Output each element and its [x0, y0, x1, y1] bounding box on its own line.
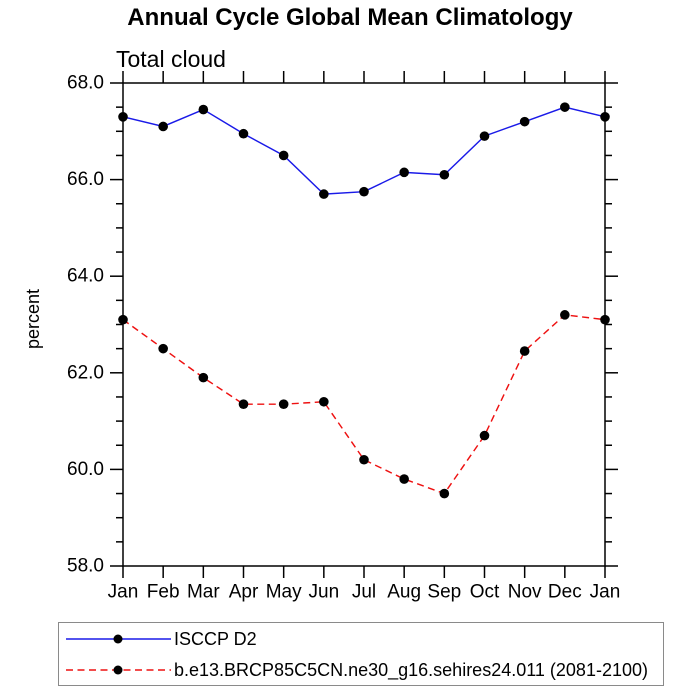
data-point-marker — [359, 186, 369, 197]
data-point-marker — [600, 314, 610, 325]
y-axis-tick-label: 60.0 — [67, 459, 104, 480]
x-axis-month-label: Aug — [387, 582, 421, 603]
legend-swatch-dashed-line — [66, 665, 171, 674]
legend-swatch-solid-line — [66, 634, 171, 643]
data-point-marker — [238, 128, 249, 139]
series-line-obs — [122, 106, 606, 195]
x-axis-month-label: Jul — [352, 582, 376, 603]
x-axis-month-label: Jun — [309, 582, 340, 603]
data-point-marker — [439, 169, 450, 180]
data-point-marker — [319, 396, 329, 407]
x-axis-month-label: Jan — [108, 582, 139, 603]
legend-item-label: b.e13.BRCP85C5CN.ne30_g16.sehires24.011 … — [174, 659, 648, 680]
legend-marker-icon — [113, 634, 123, 643]
data-point-marker — [278, 150, 289, 161]
x-axis-month-label: Apr — [229, 582, 259, 603]
data-point-marker — [399, 474, 409, 484]
data-point-marker — [479, 430, 490, 441]
data-point-marker — [560, 310, 570, 320]
data-point-marker — [158, 343, 168, 354]
plot-area: 58.0 60.0 62.0 64.0 66.0 68.0 Jan Feb Mar Apr May J… — [23, 71, 621, 603]
legend: ISCCP D2 b.e13.BRCP85C5CN.ne30_g16.sehire… — [58, 622, 664, 686]
x-axis-month-label: May — [266, 582, 302, 603]
legend-marker-icon — [113, 665, 123, 674]
data-point-marker — [278, 399, 289, 409]
data-point-marker — [359, 454, 369, 465]
data-point-marker — [238, 399, 249, 409]
x-axis-month-label: Sep — [427, 582, 461, 603]
y-axis-tick-label: 66.0 — [67, 169, 104, 190]
data-point-marker — [118, 314, 128, 325]
series-line-model — [122, 314, 606, 495]
x-axis-month-label: Nov — [508, 582, 542, 603]
y-axis-title: percent — [23, 289, 43, 349]
data-point-marker — [158, 121, 168, 132]
legend-item-label: ISCCP D2 — [174, 628, 257, 649]
legend-item: b.e13.BRCP85C5CN.ne30_g16.sehires24.011 … — [59, 654, 663, 685]
y-axis-tick-label: 58.0 — [67, 556, 104, 577]
x-axis-month-label: Mar — [187, 582, 220, 603]
legend-item: ISCCP D2 — [59, 623, 663, 654]
y-axis-tick-label: 68.0 — [67, 73, 104, 94]
chart-title: Annual Cycle Global Mean Climatology — [127, 4, 573, 31]
data-point-marker — [118, 112, 128, 122]
data-point-marker — [519, 116, 530, 127]
y-axis-tick-label: 62.0 — [67, 362, 104, 383]
data-point-marker — [560, 102, 570, 112]
data-point-marker — [399, 167, 409, 178]
data-point-marker — [198, 104, 209, 115]
data-point-marker — [198, 372, 209, 383]
data-point-marker — [439, 488, 450, 499]
data-point-marker — [319, 189, 329, 199]
x-axis-month-label: Jan — [590, 582, 621, 603]
data-point-marker — [600, 112, 610, 122]
y-axis-tick-label: 64.0 — [67, 266, 104, 287]
chart-subtitle: Total cloud — [116, 46, 226, 72]
plot-frame — [122, 82, 606, 567]
data-point-marker — [519, 346, 530, 356]
x-axis-month-label: Oct — [470, 582, 500, 603]
x-axis-month-label: Feb — [147, 582, 180, 603]
data-point-marker — [479, 131, 490, 141]
x-axis-month-label: Dec — [548, 582, 582, 603]
